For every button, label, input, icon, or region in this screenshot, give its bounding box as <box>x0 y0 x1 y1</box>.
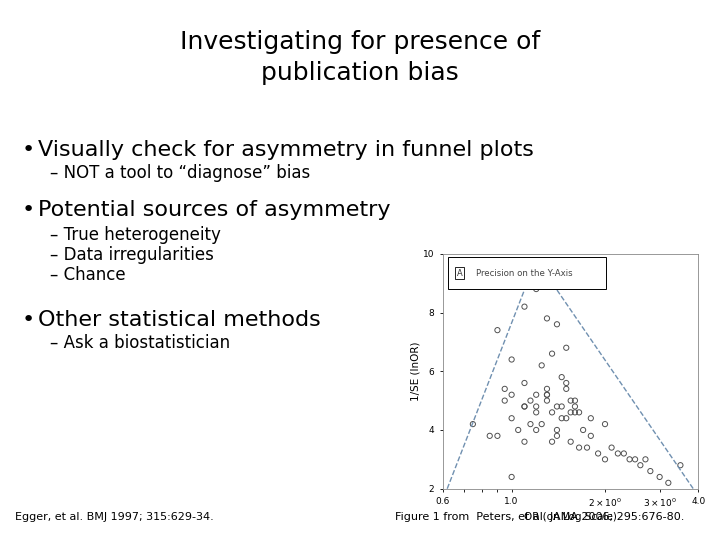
Point <box>570 396 581 405</box>
Point <box>593 449 604 458</box>
Point <box>531 408 542 417</box>
Point <box>499 384 510 393</box>
Point <box>573 443 585 452</box>
Point <box>565 396 577 405</box>
Point <box>552 426 563 434</box>
Point <box>552 402 563 411</box>
Text: Figure 1 from  Peters, et al. JAMA 2006; 295:676-80.: Figure 1 from Peters, et al. JAMA 2006; … <box>395 512 685 522</box>
Point <box>541 396 553 405</box>
Point <box>531 390 542 399</box>
Point <box>581 443 593 452</box>
Point <box>506 390 518 399</box>
Point <box>556 373 567 381</box>
Text: – Data irregularities: – Data irregularities <box>50 246 214 264</box>
Point <box>525 396 536 405</box>
Point <box>541 390 553 399</box>
Point <box>552 431 563 440</box>
Point <box>654 472 665 481</box>
Text: – Ask a biostatistician: – Ask a biostatistician <box>50 334 230 352</box>
Point <box>518 402 530 411</box>
Point <box>560 414 572 422</box>
Text: Precision on the Y-Axis: Precision on the Y-Axis <box>476 268 572 278</box>
Text: •: • <box>22 310 35 330</box>
Point <box>513 426 524 434</box>
Point <box>531 285 542 293</box>
Point <box>541 384 553 393</box>
Text: Potential sources of asymmetry: Potential sources of asymmetry <box>38 200 390 220</box>
FancyBboxPatch shape <box>448 258 606 289</box>
Point <box>577 426 589 434</box>
Point <box>634 461 646 470</box>
Point <box>570 408 581 417</box>
Point <box>506 355 518 364</box>
Point <box>556 402 567 411</box>
Point <box>541 390 553 399</box>
Point <box>624 455 635 464</box>
Point <box>518 402 530 411</box>
Text: – Chance: – Chance <box>50 266 125 284</box>
Point <box>629 455 641 464</box>
Point <box>599 420 611 428</box>
Point <box>531 402 542 411</box>
Point <box>585 431 597 440</box>
Text: Investigating for presence of
publication bias: Investigating for presence of publicatio… <box>180 30 540 85</box>
Point <box>518 302 530 311</box>
Point <box>560 384 572 393</box>
Point <box>525 420 536 428</box>
Point <box>565 408 577 417</box>
Point <box>499 396 510 405</box>
Point <box>518 437 530 446</box>
Point <box>560 343 572 352</box>
Point <box>662 478 674 487</box>
Text: Egger, et al. BMJ 1997; 315:629-34.: Egger, et al. BMJ 1997; 315:629-34. <box>15 512 214 522</box>
Text: Other statistical methods: Other statistical methods <box>38 310 320 330</box>
Point <box>536 420 547 428</box>
Point <box>484 431 495 440</box>
Point <box>506 472 518 481</box>
Point <box>599 455 611 464</box>
Y-axis label: 1/SE (lnOR): 1/SE (lnOR) <box>410 341 420 401</box>
Point <box>644 467 656 475</box>
Point <box>560 379 572 387</box>
Text: •: • <box>22 200 35 220</box>
Point <box>546 437 558 446</box>
Point <box>570 402 581 411</box>
Point <box>573 408 585 417</box>
Text: A: A <box>456 268 462 278</box>
Point <box>675 461 686 470</box>
Point <box>639 455 651 464</box>
Point <box>536 361 547 370</box>
Text: – NOT a tool to “diagnose” bias: – NOT a tool to “diagnose” bias <box>50 164 310 182</box>
Point <box>467 420 479 428</box>
Point <box>546 349 558 358</box>
Point <box>518 379 530 387</box>
Point <box>506 414 518 422</box>
Point <box>531 426 542 434</box>
Text: •: • <box>22 140 35 160</box>
Point <box>541 314 553 323</box>
Point <box>606 443 617 452</box>
Point <box>492 326 503 334</box>
Point <box>612 449 624 458</box>
Point <box>618 449 629 458</box>
Point <box>565 437 577 446</box>
X-axis label: OR (on Log Scale): OR (on Log Scale) <box>524 512 617 522</box>
Text: – True heterogeneity: – True heterogeneity <box>50 226 221 244</box>
Point <box>585 414 597 422</box>
Point <box>556 414 567 422</box>
Point <box>492 431 503 440</box>
Point <box>552 320 563 328</box>
Text: Visually check for asymmetry in funnel plots: Visually check for asymmetry in funnel p… <box>38 140 534 160</box>
Point <box>546 408 558 417</box>
